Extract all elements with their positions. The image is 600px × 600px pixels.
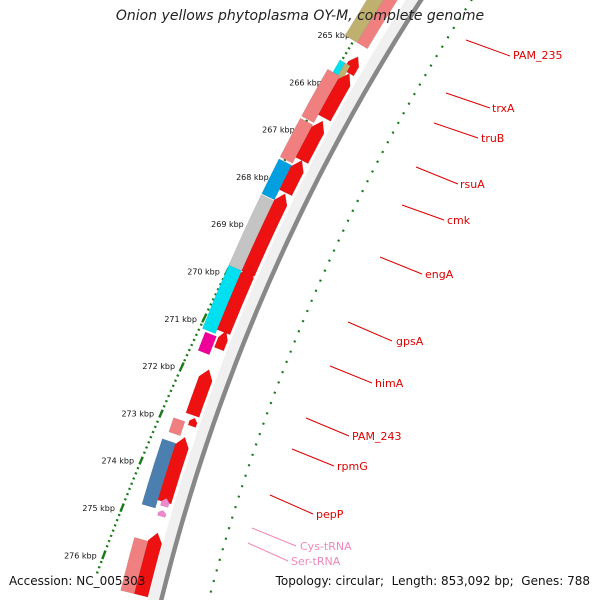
gene-273-small xyxy=(187,417,198,428)
genome-stats: Topology: circular; Length: 853,092 bp; … xyxy=(275,574,590,588)
gene-outer-top-2 xyxy=(344,0,384,44)
scale-tick xyxy=(158,409,164,418)
scale-tick-label: 267 kbp xyxy=(262,126,295,135)
gene-labels: PAM_235 trxA truB rsuA cmk engA gpsA himA PAM_24… xyxy=(247,39,562,568)
label-leader-line xyxy=(291,448,335,467)
trna-Cys xyxy=(159,497,170,508)
scale-tick-label: 269 kbp xyxy=(211,220,244,229)
genes-value: 788 xyxy=(567,574,590,588)
gene-276-outer xyxy=(120,537,149,595)
gene-rpmG xyxy=(168,417,186,437)
scale-tick-label: 270 kbp xyxy=(187,268,220,277)
topology-value: circular xyxy=(335,574,380,588)
gene-label: PAM_243 xyxy=(352,430,401,443)
gene-label: engA xyxy=(425,268,454,281)
length-label: Length: xyxy=(391,574,438,588)
scale-tick-label: 268 kbp xyxy=(236,173,269,182)
gene-rsuA xyxy=(279,117,314,164)
gene-label: rpmG xyxy=(337,460,368,473)
gene-271-small xyxy=(213,330,228,352)
gene-label: pepP xyxy=(316,508,344,521)
label-leader-line xyxy=(305,417,350,437)
backbone-edge xyxy=(158,0,424,600)
scale-tick-label: 265 kbp xyxy=(317,31,350,40)
scale-tick xyxy=(201,314,207,323)
backbone-ring xyxy=(148,0,473,600)
genes-label: Genes: xyxy=(521,574,564,588)
gene-label: trxA xyxy=(492,102,515,115)
gene-label: Cys-tRNA xyxy=(300,540,352,553)
gene-label: himA xyxy=(375,377,404,390)
map-title: Onion yellows phytoplasma OY-M, complete… xyxy=(115,8,485,24)
gene-himA xyxy=(197,331,217,356)
gene-truB xyxy=(301,68,341,124)
scale-tick-label: 274 kbp xyxy=(101,457,134,466)
scale-tick-label: 266 kbp xyxy=(289,78,322,87)
trna-Ser xyxy=(157,510,167,518)
label-leader-line xyxy=(247,542,289,562)
gene-label: truB xyxy=(481,132,504,145)
scale-tick-label: 273 kbp xyxy=(121,409,154,418)
label-leader-line xyxy=(269,494,314,515)
topology-label: Topology: xyxy=(275,574,332,588)
scale-tick xyxy=(119,503,125,513)
gene-PAM_243 xyxy=(185,369,213,418)
gene-label: gpsA xyxy=(396,335,424,348)
label-leader-line xyxy=(433,122,479,139)
accession-info: Accession: NC_005303 xyxy=(9,574,145,588)
backbone-fill xyxy=(148,0,423,600)
label-leader-line xyxy=(415,166,459,185)
gene-label: rsuA xyxy=(460,178,485,191)
scale-ring: 265 kbp 266 kbp 267 kbp 268 kbp 269 kbp 270 k… xyxy=(64,13,372,577)
gene-label: PAM_235 xyxy=(513,49,562,62)
scale-tick-label: 271 kbp xyxy=(164,315,197,324)
label-leader-line xyxy=(347,321,393,342)
scale-tick-label: 272 kbp xyxy=(142,362,175,371)
label-leader-line xyxy=(401,204,445,221)
gene-pepP xyxy=(141,438,176,509)
gene-label: cmk xyxy=(447,214,471,227)
gene-267-268 xyxy=(295,120,325,165)
gene-features xyxy=(120,0,398,598)
scale-tick xyxy=(101,551,107,560)
gene-268 xyxy=(278,159,304,197)
accession-label: Accession: xyxy=(9,574,73,588)
label-leader-line xyxy=(379,256,423,275)
label-leader-line xyxy=(251,527,297,547)
scale-tick xyxy=(179,361,185,371)
scale-tick-label: 275 kbp xyxy=(82,504,115,513)
label-leader-line xyxy=(445,92,491,109)
length-value: 853,092 bp xyxy=(440,574,510,588)
gene-label: Ser-tRNA xyxy=(291,555,341,568)
label-leader-line xyxy=(329,365,373,384)
accession-value: NC_005303 xyxy=(76,574,146,588)
scale-tick-label: 276 kbp xyxy=(64,551,97,560)
gene-gpsA xyxy=(202,264,242,335)
scale-tick xyxy=(138,456,144,465)
gene-271 xyxy=(216,266,254,336)
label-leader-line xyxy=(465,39,511,57)
